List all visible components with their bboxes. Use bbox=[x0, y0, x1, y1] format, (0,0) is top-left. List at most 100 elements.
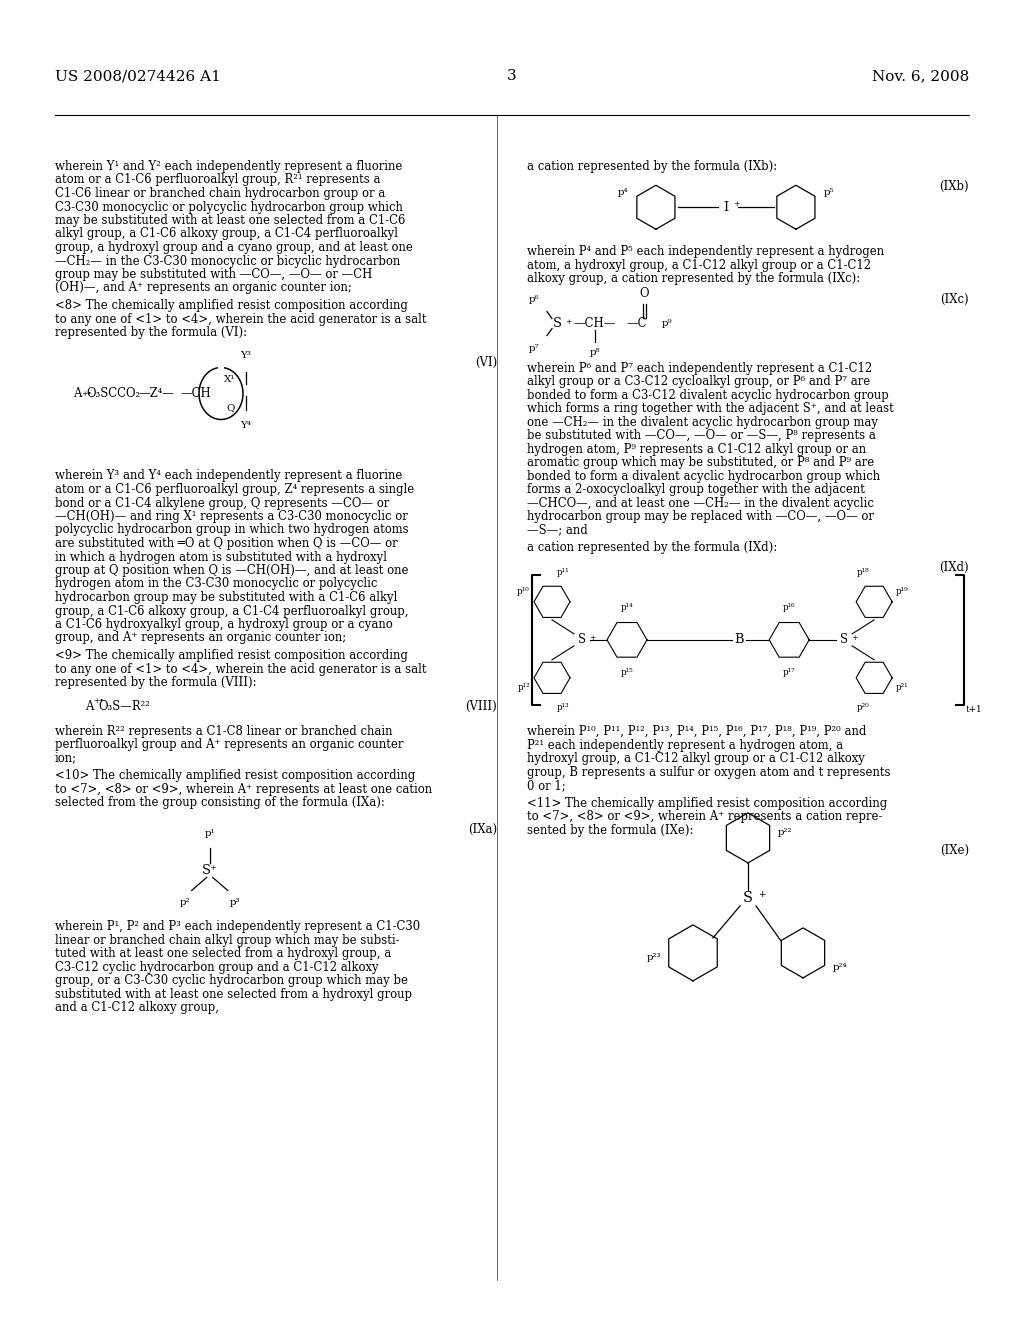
Text: atom or a C1-C6 perfluoroalkyl group, Z⁴ represents a single: atom or a C1-C6 perfluoroalkyl group, Z⁴… bbox=[55, 483, 415, 496]
Text: to <7>, <8> or <9>, wherein A⁺ represents a cation repre-: to <7>, <8> or <9>, wherein A⁺ represent… bbox=[527, 810, 883, 824]
Text: (VI): (VI) bbox=[475, 356, 497, 368]
Text: are substituted with ═O at Q position when Q is —CO— or: are substituted with ═O at Q position wh… bbox=[55, 537, 397, 550]
Text: bond or a C1-C4 alkylene group, Q represents —CO— or: bond or a C1-C4 alkylene group, Q repres… bbox=[55, 496, 389, 510]
Text: (IXd): (IXd) bbox=[939, 561, 969, 574]
Text: p²: p² bbox=[179, 899, 189, 907]
Text: wherein P⁶ and P⁷ each independently represent a C1-C12: wherein P⁶ and P⁷ each independently rep… bbox=[527, 362, 872, 375]
Text: wherein Y¹ and Y² each independently represent a fluorine: wherein Y¹ and Y² each independently rep… bbox=[55, 160, 402, 173]
Text: Y⁴: Y⁴ bbox=[241, 421, 252, 430]
Text: one —CH₂— in the divalent acyclic hydrocarbon group may: one —CH₂— in the divalent acyclic hydroc… bbox=[527, 416, 878, 429]
Text: p¹³: p¹³ bbox=[557, 702, 569, 711]
Text: S: S bbox=[840, 634, 848, 647]
Text: group, and A⁺ represents an organic counter ion;: group, and A⁺ represents an organic coun… bbox=[55, 631, 346, 644]
Text: p¹¹: p¹¹ bbox=[557, 568, 569, 577]
Text: wherein P⁴ and P⁵ each independently represent a hydrogen: wherein P⁴ and P⁵ each independently rep… bbox=[527, 246, 884, 259]
Text: hydrogen atom in the C3-C30 monocyclic or polycyclic: hydrogen atom in the C3-C30 monocyclic o… bbox=[55, 578, 378, 590]
Text: perfluoroalkyl group and A⁺ represents an organic counter: perfluoroalkyl group and A⁺ represents a… bbox=[55, 738, 403, 751]
Text: (VIII): (VIII) bbox=[465, 701, 497, 713]
Text: represented by the formula (VIII):: represented by the formula (VIII): bbox=[55, 676, 257, 689]
Text: and a C1-C12 alkoxy group,: and a C1-C12 alkoxy group, bbox=[55, 1002, 219, 1015]
Text: p⁶: p⁶ bbox=[528, 294, 539, 304]
Text: O₃S—R²²: O₃S—R²² bbox=[98, 701, 150, 713]
Text: hydroxyl group, a C1-C12 alkyl group or a C1-C12 alkoxy: hydroxyl group, a C1-C12 alkyl group or … bbox=[527, 752, 865, 766]
Text: group, B represents a sulfur or oxygen atom and t represents: group, B represents a sulfur or oxygen a… bbox=[527, 766, 891, 779]
Text: —CHCO—, and at least one —CH₂— in the divalent acyclic: —CHCO—, and at least one —CH₂— in the di… bbox=[527, 496, 873, 510]
Text: p²²: p²² bbox=[778, 829, 793, 837]
Text: to any one of <1> to <4>, wherein the acid generator is a salt: to any one of <1> to <4>, wherein the ac… bbox=[55, 313, 427, 326]
Text: Y³: Y³ bbox=[241, 351, 251, 359]
Text: X¹: X¹ bbox=[224, 375, 236, 384]
Text: (IXc): (IXc) bbox=[940, 293, 969, 305]
Text: forms a 2-oxocycloalkyl group together with the adjacent: forms a 2-oxocycloalkyl group together w… bbox=[527, 483, 865, 496]
Text: represented by the formula (VI):: represented by the formula (VI): bbox=[55, 326, 247, 339]
Text: p¹⁵: p¹⁵ bbox=[621, 668, 633, 677]
Text: hydrocarbon group may be replaced with —CO—, —O— or: hydrocarbon group may be replaced with —… bbox=[527, 510, 873, 523]
Text: p¹: p¹ bbox=[205, 829, 215, 838]
Text: +: + bbox=[589, 634, 595, 642]
Text: group may be substituted with —CO—, —O— or —CH: group may be substituted with —CO—, —O— … bbox=[55, 268, 373, 281]
Text: +: + bbox=[565, 318, 571, 326]
Text: <11> The chemically amplified resist composition according: <11> The chemically amplified resist com… bbox=[527, 797, 887, 809]
Text: +•: +• bbox=[93, 697, 103, 705]
Text: S: S bbox=[578, 634, 586, 647]
Text: +: + bbox=[733, 201, 739, 209]
Text: hydrogen atom, P⁹ represents a C1-C12 alkyl group or an: hydrogen atom, P⁹ represents a C1-C12 al… bbox=[527, 442, 866, 455]
Text: +: + bbox=[851, 634, 857, 642]
Text: to <7>, <8> or <9>, wherein A⁺ represents at least one cation: to <7>, <8> or <9>, wherein A⁺ represent… bbox=[55, 783, 432, 796]
Text: a cation represented by the formula (IXb):: a cation represented by the formula (IXb… bbox=[527, 160, 777, 173]
Text: Q: Q bbox=[226, 403, 234, 412]
Text: p⁷: p⁷ bbox=[528, 343, 539, 352]
Text: +: + bbox=[758, 890, 766, 899]
Text: A: A bbox=[73, 387, 81, 400]
Text: (OH)—, and A⁺ represents an organic counter ion;: (OH)—, and A⁺ represents an organic coun… bbox=[55, 281, 352, 294]
Text: tuted with at least one selected from a hydroxyl group, a: tuted with at least one selected from a … bbox=[55, 948, 391, 961]
Text: S⁺: S⁺ bbox=[202, 865, 218, 876]
Text: —CH—: —CH— bbox=[573, 317, 616, 330]
Text: p³: p³ bbox=[229, 899, 240, 907]
Text: O: O bbox=[639, 286, 649, 300]
Text: p²⁴: p²⁴ bbox=[833, 964, 848, 973]
Text: p⁵: p⁵ bbox=[824, 187, 835, 197]
Text: C3-C30 monocyclic or polycyclic hydrocarbon group which: C3-C30 monocyclic or polycyclic hydrocar… bbox=[55, 201, 402, 214]
Text: p⁴: p⁴ bbox=[617, 187, 628, 197]
Text: <9> The chemically amplified resist composition according: <9> The chemically amplified resist comp… bbox=[55, 649, 408, 663]
Text: <8> The chemically amplified resist composition according: <8> The chemically amplified resist comp… bbox=[55, 300, 408, 312]
Text: O₃SCCO₂: O₃SCCO₂ bbox=[86, 387, 140, 400]
Text: <10> The chemically amplified resist composition according: <10> The chemically amplified resist com… bbox=[55, 770, 416, 783]
Text: atom or a C1-C6 perfluoroalkyl group, R²¹ represents a: atom or a C1-C6 perfluoroalkyl group, R²… bbox=[55, 173, 381, 186]
Text: may be substituted with at least one selected from a C1-C6: may be substituted with at least one sel… bbox=[55, 214, 406, 227]
Text: C3-C12 cyclic hydrocarbon group and a C1-C12 alkoxy: C3-C12 cyclic hydrocarbon group and a C1… bbox=[55, 961, 379, 974]
Text: —CH₂— in the C3-C30 monocyclic or bicyclic hydrocarbon: —CH₂— in the C3-C30 monocyclic or bicycl… bbox=[55, 255, 400, 268]
Text: a cation represented by the formula (IXd):: a cation represented by the formula (IXd… bbox=[527, 541, 777, 554]
Text: linear or branched chain alkyl group which may be substi-: linear or branched chain alkyl group whi… bbox=[55, 935, 399, 946]
Text: p¹⁸: p¹⁸ bbox=[856, 568, 869, 577]
Text: to any one of <1> to <4>, wherein the acid generator is a salt: to any one of <1> to <4>, wherein the ac… bbox=[55, 663, 427, 676]
Text: S: S bbox=[553, 317, 561, 330]
Text: in which a hydrogen atom is substituted with a hydroxyl: in which a hydrogen atom is substituted … bbox=[55, 550, 387, 564]
Text: atom, a hydroxyl group, a C1-C12 alkyl group or a C1-C12: atom, a hydroxyl group, a C1-C12 alkyl g… bbox=[527, 259, 871, 272]
Text: group, a hydroxyl group and a cyano group, and at least one: group, a hydroxyl group and a cyano grou… bbox=[55, 242, 413, 253]
Text: —CH: —CH bbox=[180, 387, 211, 400]
Text: p¹²: p¹² bbox=[517, 684, 530, 693]
Text: a C1-C6 hydroxyalkyl group, a hydroxyl group or a cyano: a C1-C6 hydroxyalkyl group, a hydroxyl g… bbox=[55, 618, 393, 631]
Text: alkyl group or a C3-C12 cycloalkyl group, or P⁶ and P⁷ are: alkyl group or a C3-C12 cycloalkyl group… bbox=[527, 375, 870, 388]
Text: A: A bbox=[85, 701, 93, 713]
Text: —S—; and: —S—; and bbox=[527, 524, 588, 536]
Text: p¹⁷: p¹⁷ bbox=[782, 668, 796, 677]
Text: (IXa): (IXa) bbox=[468, 824, 497, 836]
Text: selected from the group consisting of the formula (IXa):: selected from the group consisting of th… bbox=[55, 796, 385, 809]
Text: p²¹: p²¹ bbox=[896, 684, 908, 693]
Text: which forms a ring together with the adjacent S⁺, and at least: which forms a ring together with the adj… bbox=[527, 403, 894, 414]
Text: p⁸: p⁸ bbox=[590, 347, 600, 356]
Text: (IXb): (IXb) bbox=[939, 181, 969, 193]
Text: p¹⁴: p¹⁴ bbox=[621, 603, 634, 612]
Text: hydrocarbon group may be substituted with a C1-C6 alkyl: hydrocarbon group may be substituted wit… bbox=[55, 591, 397, 605]
Text: C1-C6 linear or branched chain hydrocarbon group or a: C1-C6 linear or branched chain hydrocarb… bbox=[55, 187, 385, 201]
Text: —Z⁴—: —Z⁴— bbox=[138, 387, 174, 400]
Text: group at Q position when Q is —CH(OH)—, and at least one: group at Q position when Q is —CH(OH)—, … bbox=[55, 564, 409, 577]
Text: p²⁰: p²⁰ bbox=[856, 702, 869, 711]
Text: alkoxy group, a cation represented by the formula (IXc):: alkoxy group, a cation represented by th… bbox=[527, 272, 860, 285]
Text: p¹⁹: p¹⁹ bbox=[896, 587, 909, 597]
Text: ion;: ion; bbox=[55, 751, 77, 764]
Text: wherein Y³ and Y⁴ each independently represent a fluorine: wherein Y³ and Y⁴ each independently rep… bbox=[55, 470, 402, 483]
